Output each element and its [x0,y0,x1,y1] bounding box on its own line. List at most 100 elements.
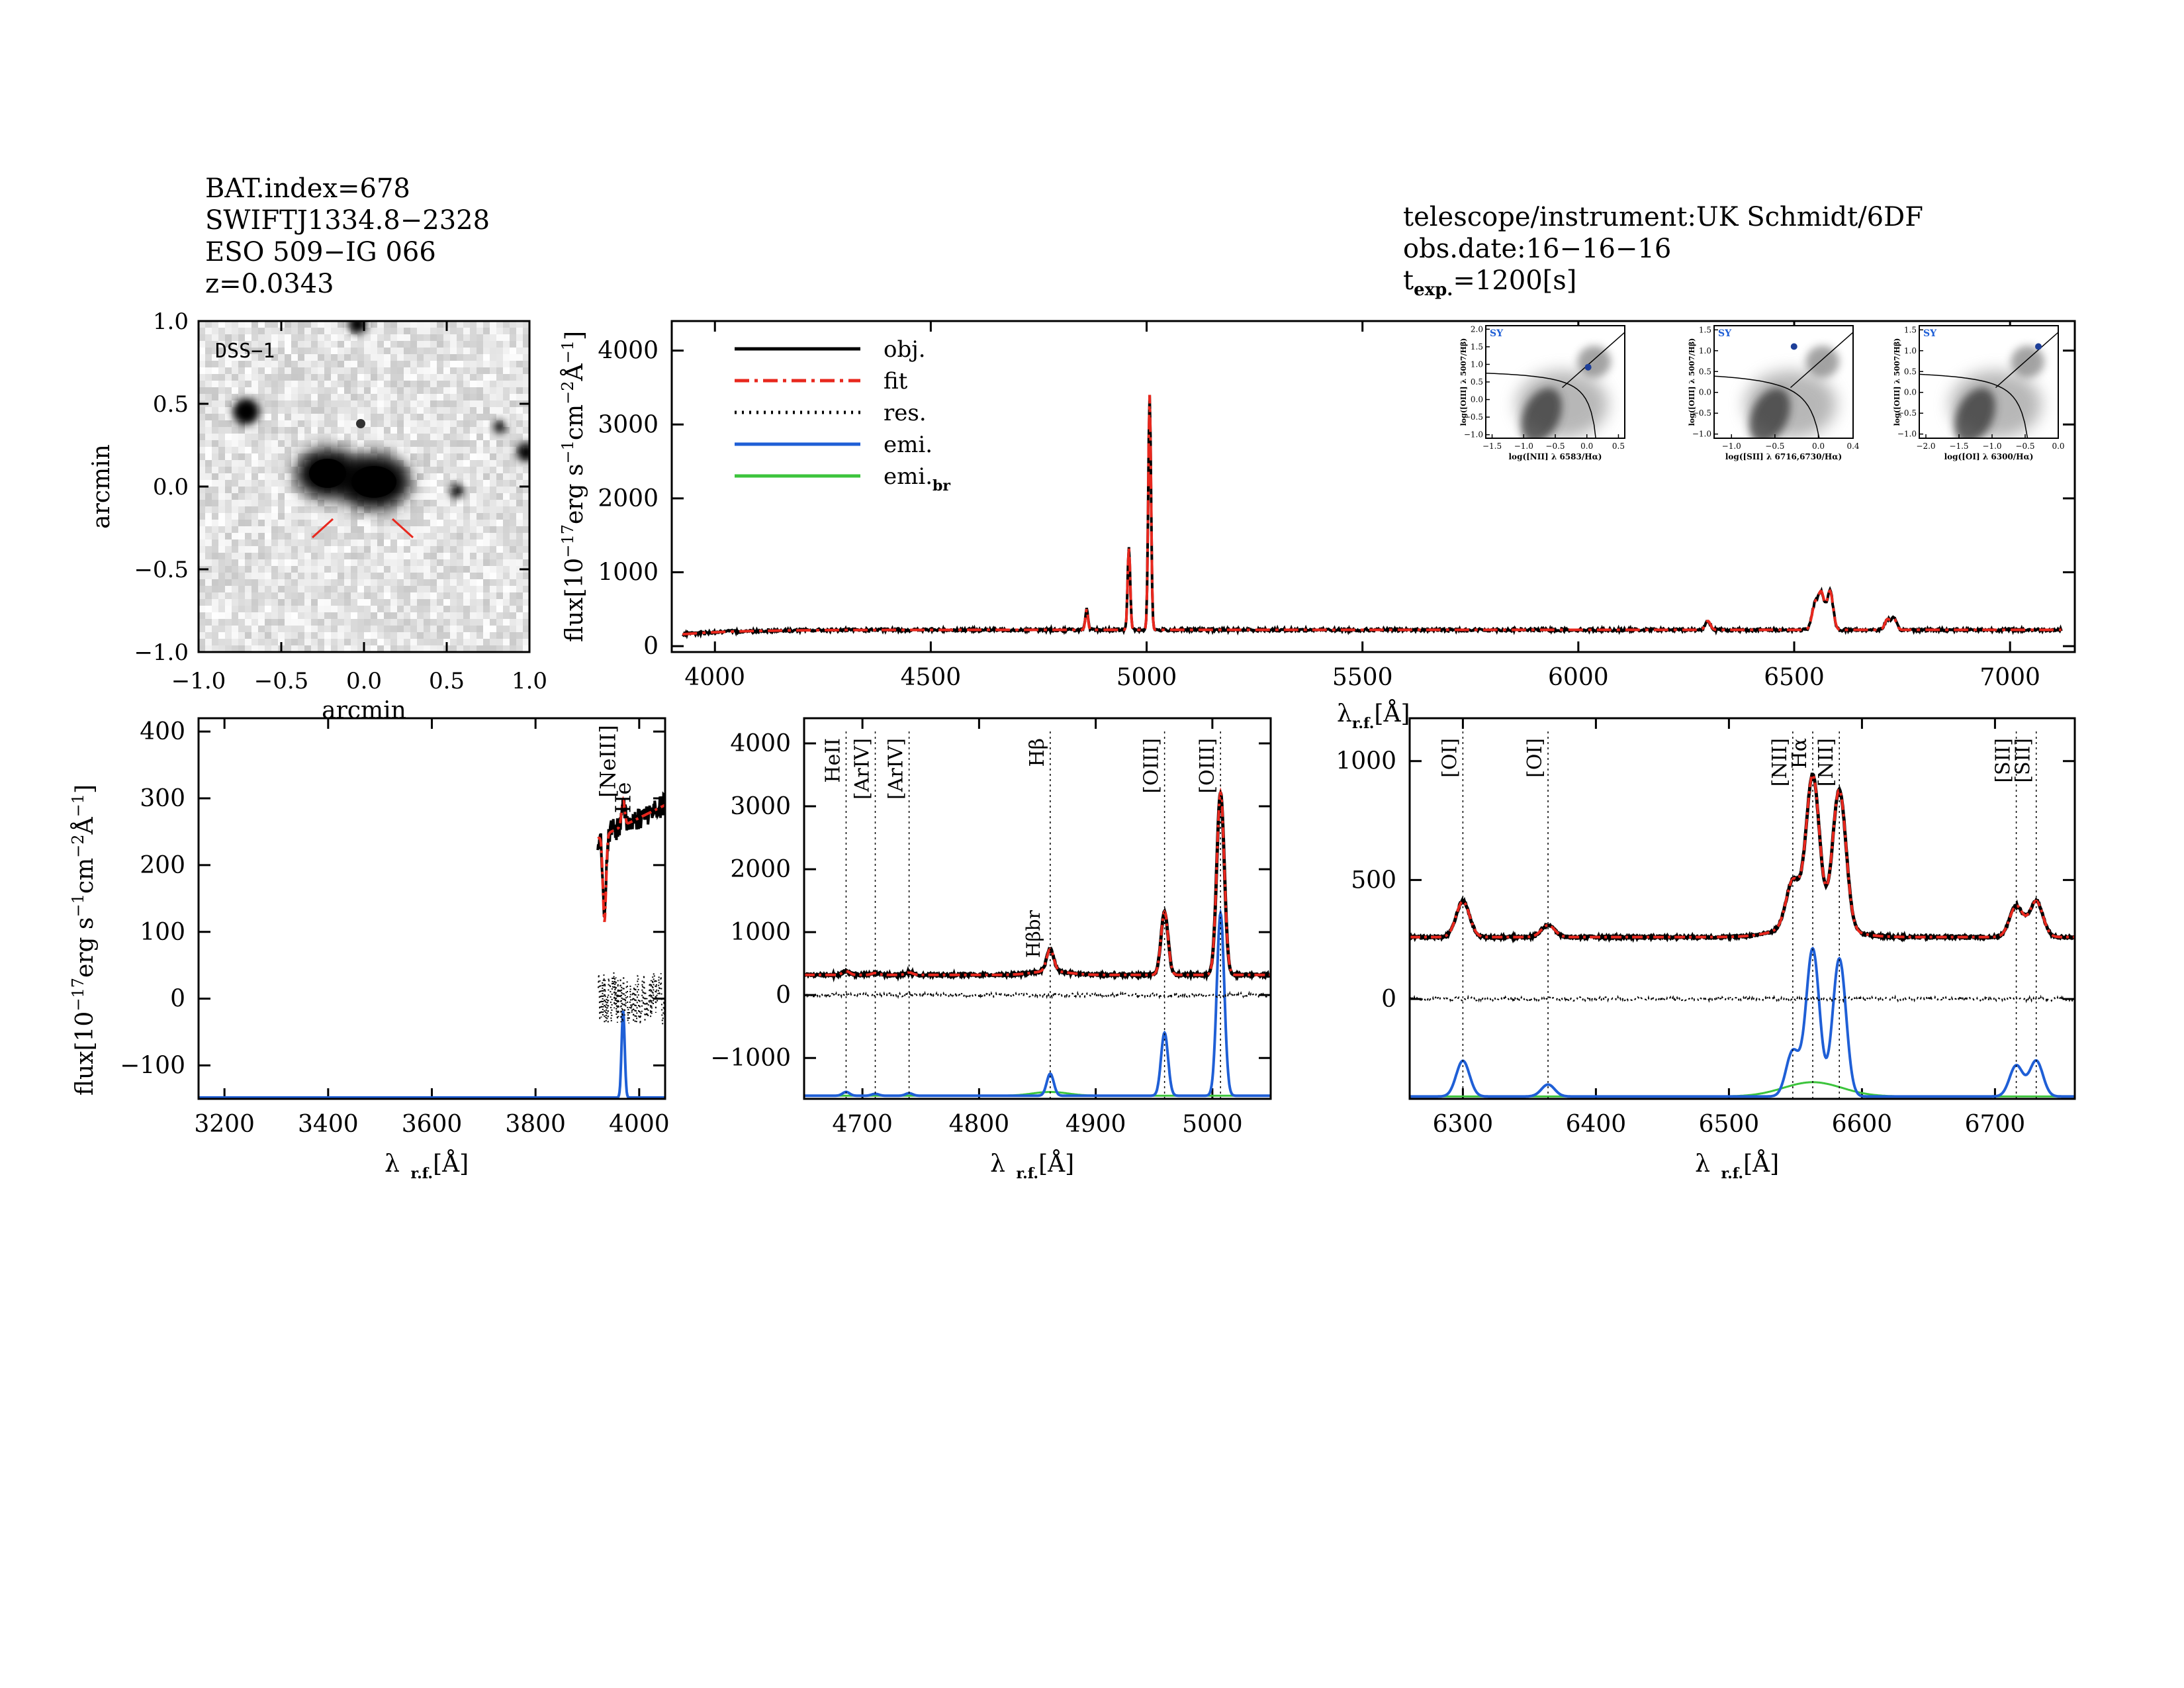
image-pixel [331,599,338,606]
image-pixel [503,573,510,579]
image-pixel [304,579,311,586]
image-pixel [424,539,430,546]
legend-label-0: obj. [884,336,926,363]
image-pixel [265,367,271,374]
image-pixel [238,599,245,606]
image-pixel [377,539,384,546]
image-pixel [212,586,218,592]
image-pixel [390,348,397,354]
image-pixel [271,513,278,520]
image-ytick-label: 0.5 [153,391,189,418]
image-pixel [417,645,424,652]
image-pixel [437,394,443,400]
image-pixel [410,645,417,652]
image-pixel [199,632,205,639]
image-pixel [424,612,430,619]
image-pixel [450,506,457,513]
image-pixel [212,573,218,579]
image-pixel [238,586,245,592]
image-pixel [371,414,377,420]
legend-sub-4: br [933,477,950,494]
image-pixel [298,612,304,619]
image-pixel [324,513,331,520]
image-pixel [258,460,265,467]
image-pixel [384,447,390,453]
image-pixel [384,361,390,367]
image-pixel [304,539,311,546]
image-pixel [232,599,238,606]
image-pixel [238,559,245,566]
image-pixel [397,606,404,612]
image-pixel [205,599,212,606]
image-pixel [450,400,457,407]
image-pixel [291,328,298,334]
image-pixel [225,573,232,579]
image-pixel [212,407,218,414]
image-pixel [318,328,324,334]
image-pixel [225,434,232,440]
image-pixel [457,367,463,374]
image-pixel [331,414,338,420]
image-pixel [304,612,311,619]
image-pixel [364,361,371,367]
star-6 [356,419,365,428]
image-pixel [265,520,271,526]
image-pixel [258,447,265,453]
image-pixel [258,400,265,407]
image-pixel [218,381,225,387]
image-pixel [523,619,529,626]
image-pixel [437,579,443,586]
image-pixel [404,632,410,639]
image-pixel [463,639,470,645]
ytick-label: 1000 [730,919,791,946]
zoom-ylabel-part-4: Å [71,816,99,835]
image-pixel [470,367,477,374]
image-pixel [450,639,457,645]
image-pixel [251,321,258,328]
image-pixel [298,447,304,453]
image-pixel [265,612,271,619]
image-pixel [477,626,483,632]
image-pixel [516,626,523,632]
image-pixel [490,533,496,539]
image-pixel [483,626,490,632]
image-pixel [496,467,503,473]
image-pixel [496,559,503,566]
image-pixel [503,626,510,632]
image-pixel [357,387,364,394]
image-pixel [410,400,417,407]
image-pixel [490,513,496,520]
image-pixel [463,473,470,480]
image-pixel [238,361,245,367]
bpt-xtick-label: 0.0 [2052,442,2064,451]
image-pixel [470,387,477,394]
image-pixel [205,592,212,599]
image-pixel [271,586,278,592]
image-pixel [377,566,384,573]
image-pixel [357,539,364,546]
image-pixel [443,387,450,394]
image-pixel [205,626,212,632]
image-pixel [424,460,430,467]
image-pixel [304,341,311,348]
image-pixel [483,334,490,341]
image-pixel [232,546,238,553]
image-pixel [338,328,344,334]
image-pixel [490,645,496,652]
image-pixel [311,414,318,420]
image-pixel [205,394,212,400]
texp-sub: exp. [1414,280,1453,300]
image-pixel [510,513,516,520]
image-pixel [430,440,437,447]
image-pixel [404,374,410,381]
image-pixel [410,440,417,447]
image-pixel [331,420,338,427]
image-pixel [225,427,232,434]
image-pixel [450,626,457,632]
image-pixel [397,374,404,381]
image-pixel [384,546,390,553]
bpt-ytick-label: 0.5 [1471,377,1483,387]
star-3 [450,485,463,498]
image-pixel [232,513,238,520]
image-pixel [450,546,457,553]
